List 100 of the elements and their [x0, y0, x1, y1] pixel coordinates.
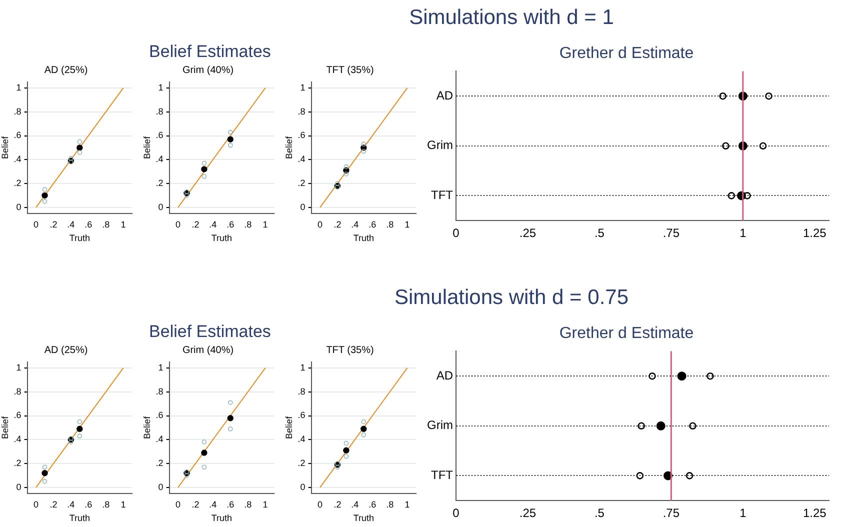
y-tick-label: .6 — [298, 410, 306, 420]
x-axis-title: Truth — [353, 513, 374, 524]
x-tick-label: .75 — [662, 226, 680, 240]
y-tick-label: .8 — [298, 106, 306, 116]
point — [202, 174, 207, 179]
point — [201, 450, 208, 456]
point — [361, 148, 366, 154]
point — [76, 144, 83, 151]
y-tick-label: .4 — [156, 154, 164, 164]
y-tick-label: .6 — [298, 130, 306, 140]
point — [77, 434, 82, 438]
point — [42, 464, 48, 470]
x-tick-label: 1 — [120, 499, 126, 510]
chart-title: Grether d Estimate — [559, 45, 694, 62]
point — [686, 472, 694, 480]
point — [719, 92, 726, 100]
y-tick-label: 1 — [300, 362, 306, 372]
y-tick-label: 1 — [158, 362, 164, 372]
x-tick-label: .2 — [50, 499, 58, 510]
x-tick-label: .8 — [386, 499, 394, 510]
point — [68, 440, 74, 444]
y-tick-label: .8 — [14, 106, 22, 116]
y-tick-label: TFT — [430, 468, 454, 482]
x-tick-label: .4 — [351, 499, 359, 510]
y-tick-label: 1 — [300, 82, 306, 92]
point — [638, 422, 645, 430]
chart-title: AD (25%) — [44, 344, 88, 356]
x-tick-label: 0 — [318, 219, 323, 230]
x-tick-label: 0 — [318, 499, 323, 510]
x-tick-label: .6 — [226, 499, 234, 510]
point — [344, 164, 349, 170]
x-axis-title: Truth — [69, 513, 90, 524]
y-tick-label: 0 — [158, 482, 164, 492]
chart-title: Grether d Estimate — [559, 325, 694, 342]
text: Belief Estimates — [148, 42, 272, 62]
y-axis-title: Belief — [142, 136, 152, 159]
x-axis-title: Truth — [211, 233, 232, 244]
x-axis-title: Truth — [353, 233, 374, 244]
x-tick-label: 0 — [176, 499, 181, 510]
x-tick-label: .8 — [102, 499, 110, 510]
y-tick-label: .4 — [14, 434, 22, 444]
x-tick-label: 1 — [404, 219, 410, 230]
x-tick-label: 0 — [176, 219, 181, 230]
point — [335, 464, 340, 470]
x-tick-label: .2 — [334, 499, 342, 510]
x-tick-label: .2 — [50, 219, 58, 230]
point — [42, 479, 48, 484]
point — [228, 400, 233, 406]
x-tick-label: .6 — [368, 499, 376, 510]
point — [202, 440, 207, 444]
x-tick-label: .4 — [67, 499, 75, 510]
text: Simulations with d = 1 — [408, 6, 615, 30]
x-tick-label: .6 — [84, 219, 92, 230]
point — [765, 92, 772, 100]
x-tick-label: .4 — [351, 219, 359, 230]
point — [184, 473, 190, 478]
y-axis-title: Belief — [284, 416, 294, 439]
y-tick-label: .4 — [298, 154, 306, 164]
point — [201, 166, 208, 172]
point — [68, 156, 74, 161]
y-axis-title: Belief — [284, 136, 294, 159]
x-tick-label: .2 — [192, 219, 200, 230]
y-tick-label: .6 — [14, 130, 22, 140]
y-tick-label: 0 — [300, 482, 306, 492]
x-tick-label: .75 — [662, 506, 680, 520]
y-tick-label: .2 — [298, 458, 306, 468]
text: Simulations with d = 0.75 — [393, 286, 630, 310]
x-tick-label: .4 — [209, 219, 217, 230]
y-tick-label: .2 — [156, 178, 164, 188]
point — [77, 139, 82, 144]
point — [636, 472, 644, 480]
point — [227, 415, 234, 422]
point — [343, 447, 350, 454]
x-tick-label: 1 — [740, 226, 747, 240]
point — [689, 422, 696, 430]
y-tick-label: 0 — [158, 202, 164, 212]
y-tick-label: .8 — [14, 386, 22, 396]
text: Belief Estimates — [148, 322, 272, 342]
point — [361, 142, 366, 147]
x-axis-title: Truth — [211, 513, 232, 524]
y-axis-title: Belief — [0, 136, 10, 159]
x-tick-label: .2 — [192, 499, 200, 510]
point — [344, 172, 349, 176]
point — [360, 426, 367, 432]
x-tick-label: .4 — [67, 219, 75, 230]
x-tick-label: .25 — [519, 226, 536, 240]
point — [202, 464, 207, 470]
y-tick-label: .6 — [14, 410, 22, 420]
point — [648, 372, 656, 380]
point — [361, 419, 366, 424]
point — [228, 142, 233, 148]
point — [335, 181, 340, 186]
x-tick-label: .8 — [244, 219, 252, 230]
y-tick-label: 1 — [16, 362, 22, 372]
point — [227, 136, 234, 142]
y-tick-label: 0 — [16, 202, 22, 212]
x-tick-label: .8 — [244, 499, 252, 510]
x-tick-label: .8 — [386, 219, 394, 230]
x-tick-label: 1 — [262, 499, 268, 510]
y-tick-label: .4 — [14, 154, 22, 164]
